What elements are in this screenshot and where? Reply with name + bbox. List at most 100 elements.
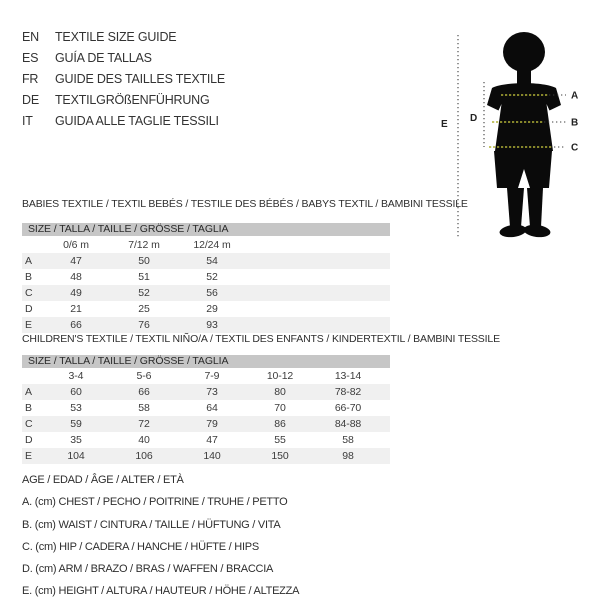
size-cell: 29 — [206, 303, 218, 315]
size-cell: 78-82 — [334, 386, 362, 398]
legend-line-height: E. (cm) HEIGHT / ALTURA / HAUTEUR / HÖHE… — [22, 585, 300, 598]
babies-table-title: BABIES TEXTILE / TEXTIL BEBÉS / TESTILE … — [22, 198, 468, 210]
size-cell: 70 — [274, 402, 286, 414]
size-cell: 58 — [138, 402, 150, 414]
size-cell: 47 — [206, 434, 218, 446]
row-label: D — [25, 434, 33, 446]
size-cell: 48 — [70, 271, 82, 283]
children-column-header-row: 3-4 5-6 7-9 10-12 13-14 — [22, 368, 390, 384]
size-cell: 66 — [138, 386, 150, 398]
size-cell: 52 — [206, 271, 218, 283]
table-row: D 35 40 47 55 58 — [22, 432, 390, 448]
row-label: C — [25, 418, 33, 430]
language-title: TEXTILGRÖßENFÜHRUNG — [55, 93, 210, 107]
language-title: GUIDA ALLE TAGLIE TESSILI — [55, 114, 219, 128]
babies-table: SIZE / TALLA / TAILLE / GRÖSSE / TAGLIA … — [22, 223, 390, 333]
size-guide-figure: A B C D E — [430, 25, 600, 250]
language-title: GUÍA DE TALLAS — [55, 51, 152, 65]
size-cell: 76 — [138, 319, 150, 331]
size-cell: 58 — [342, 434, 354, 446]
child-silhouette — [487, 32, 561, 238]
size-cell: 55 — [274, 434, 286, 446]
size-cell: 56 — [206, 287, 218, 299]
children-table: SIZE / TALLA / TAILLE / GRÖSSE / TAGLIA … — [22, 355, 390, 464]
size-cell: 49 — [70, 287, 82, 299]
column-header: 7-9 — [204, 370, 220, 382]
size-cell: 150 — [271, 450, 289, 462]
language-row: EN TEXTILE SIZE GUIDE — [22, 27, 225, 48]
size-cell: 60 — [70, 386, 82, 398]
language-code: IT — [22, 114, 33, 128]
size-cell: 86 — [274, 418, 286, 430]
column-header: 12/24 m — [193, 238, 231, 251]
row-label: B — [25, 402, 32, 414]
size-cell: 25 — [138, 303, 150, 315]
size-header-bar: SIZE / TALLA / TAILLE / GRÖSSE / TAGLIA — [22, 223, 390, 236]
children-table-title: CHILDREN'S TEXTILE / TEXTIL NIÑO/A / TEX… — [22, 333, 500, 345]
size-cell: 72 — [138, 418, 150, 430]
size-cell: 35 — [70, 434, 82, 446]
figure-label-d: D — [470, 113, 477, 124]
table-row: B 53 58 64 70 66-70 — [22, 400, 390, 416]
size-cell: 98 — [342, 450, 354, 462]
size-cell: 59 — [70, 418, 82, 430]
column-header: 13-14 — [334, 370, 362, 382]
row-label: C — [25, 287, 33, 299]
size-cell: 80 — [274, 386, 286, 398]
babies-column-header-row: 0/6 m 7/12 m 12/24 m — [22, 236, 390, 253]
legend-line-age: AGE / EDAD / ÂGE / ALTER / ETÀ — [22, 474, 184, 486]
language-row: DE TEXTILGRÖßENFÜHRUNG — [22, 90, 225, 111]
row-label: D — [25, 303, 33, 315]
row-label: E — [25, 450, 32, 462]
column-header: 0/6 m — [63, 238, 89, 251]
size-cell: 104 — [67, 450, 85, 462]
child-silhouette-icon: A B C D E — [441, 32, 578, 238]
language-row: FR GUIDE DES TAILLES TEXTILE — [22, 69, 225, 90]
language-row: ES GUÍA DE TALLAS — [22, 48, 225, 69]
figure-label-a: A — [571, 91, 578, 102]
figure-label-b: B — [571, 118, 578, 129]
column-header: 7/12 m — [128, 238, 160, 251]
table-row: C 49 52 56 — [22, 285, 390, 301]
legend-line-chest: A. (cm) CHEST / PECHO / POITRINE / TRUHE… — [22, 496, 288, 509]
size-cell: 79 — [206, 418, 218, 430]
table-row: A 60 66 73 80 78-82 — [22, 384, 390, 400]
row-label: A — [25, 386, 32, 398]
language-code: FR — [22, 72, 39, 86]
table-row: C 59 72 79 86 84-88 — [22, 416, 390, 432]
table-row: D 21 25 29 — [22, 301, 390, 317]
column-header: 10-12 — [266, 370, 294, 382]
size-header-bar: SIZE / TALLA / TAILLE / GRÖSSE / TAGLIA — [22, 355, 390, 368]
legend-line-hip: C. (cm) HIP / CADERA / HANCHE / HÜFTE / … — [22, 540, 259, 553]
row-label: E — [25, 319, 32, 331]
size-cell: 66 — [70, 319, 82, 331]
size-cell: 93 — [206, 319, 218, 331]
table-row: E 66 76 93 — [22, 317, 390, 333]
legend-line-waist: B. (cm) WAIST / CINTURA / TAILLE / HÜFTU… — [22, 518, 281, 531]
figure-label-e: E — [441, 119, 448, 130]
size-cell: 51 — [138, 271, 150, 283]
language-title: GUIDE DES TAILLES TEXTILE — [55, 72, 226, 86]
size-cell: 106 — [135, 450, 153, 462]
language-code: EN — [22, 30, 39, 44]
figure-label-c: C — [571, 143, 578, 154]
size-cell: 66-70 — [334, 402, 362, 414]
language-code: ES — [22, 51, 39, 65]
table-row: B 48 51 52 — [22, 269, 390, 285]
language-title: TEXTILE SIZE GUIDE — [55, 30, 177, 44]
size-cell: 84-88 — [334, 418, 362, 430]
language-row: IT GUIDA ALLE TAGLIE TESSILI — [22, 111, 225, 132]
language-code: DE — [22, 93, 39, 107]
size-cell: 140 — [203, 450, 221, 462]
table-row: E 104 106 140 150 98 — [22, 448, 390, 464]
row-label: A — [25, 255, 32, 267]
size-cell: 54 — [206, 255, 218, 267]
language-list: EN TEXTILE SIZE GUIDE ES GUÍA DE TALLAS … — [22, 27, 225, 132]
column-header: 3-4 — [68, 370, 84, 382]
legend-line-arm: D. (cm) ARM / BRAZO / BRAS / WAFFEN / BR… — [22, 563, 274, 576]
size-cell: 50 — [138, 255, 150, 267]
size-cell: 52 — [138, 287, 150, 299]
size-cell: 73 — [206, 386, 218, 398]
size-cell: 53 — [70, 402, 82, 414]
